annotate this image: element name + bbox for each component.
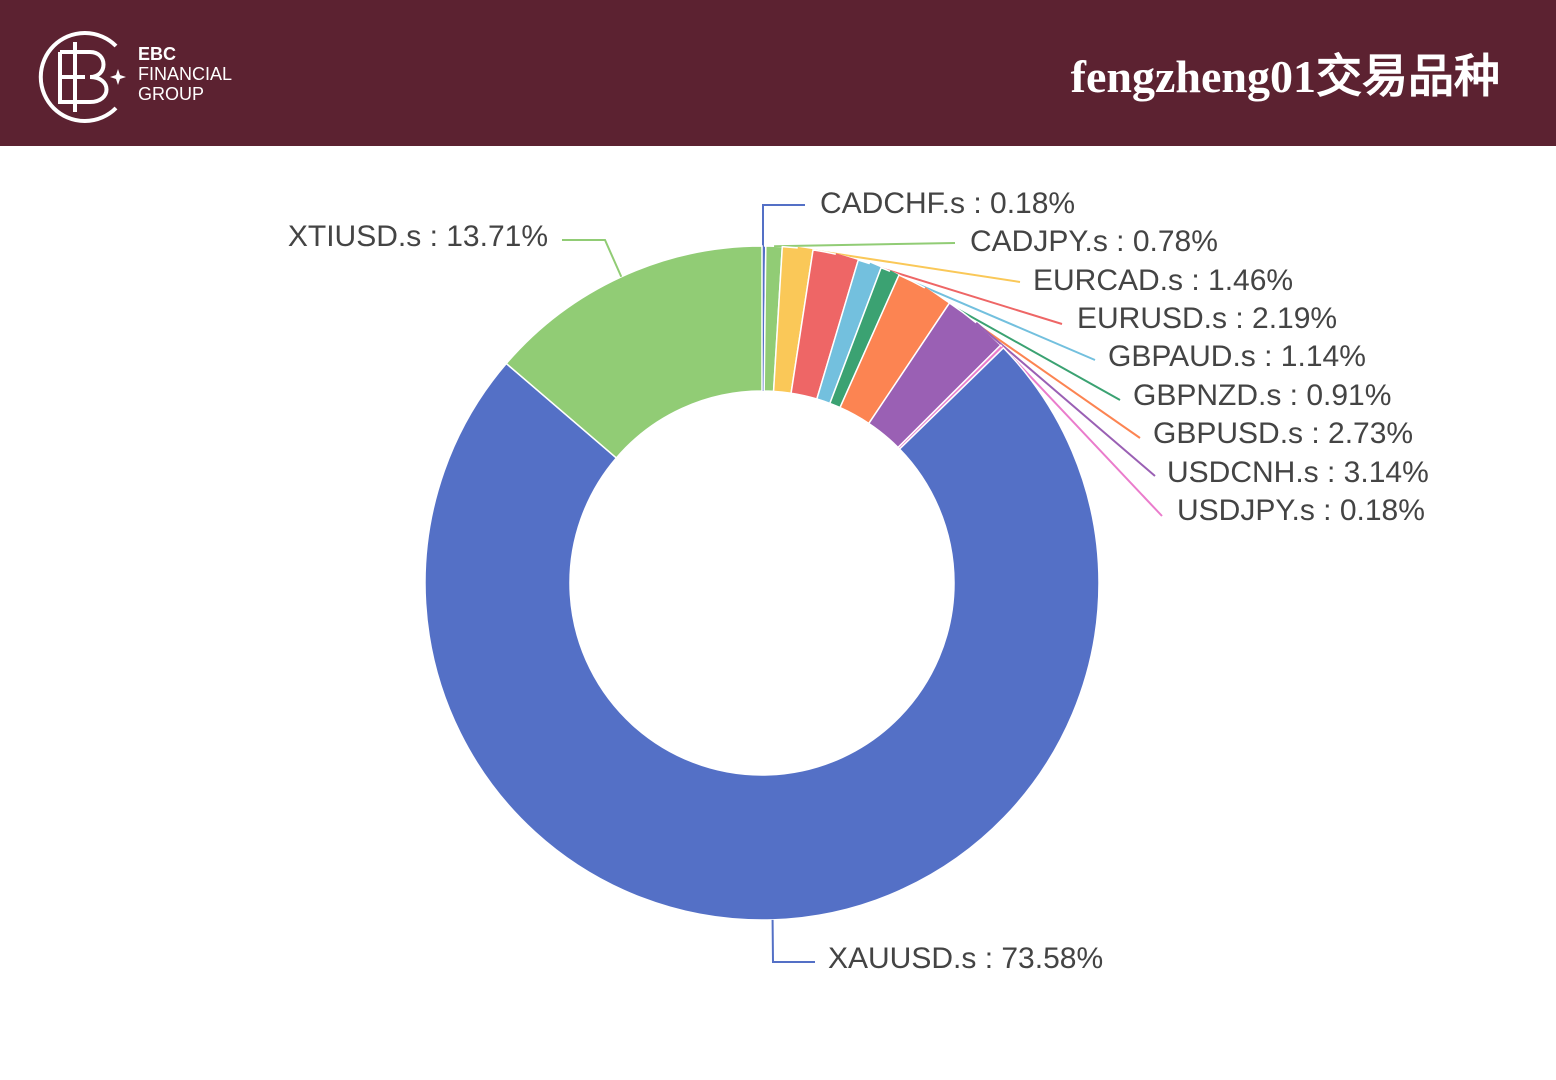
label-line [1001, 345, 1163, 517]
label-line [562, 239, 623, 278]
data-label: CADJPY.s : 0.78% [970, 225, 1218, 258]
donut-slice [424, 346, 1100, 921]
label-line [774, 242, 956, 248]
logo-line: FINANCIAL [138, 64, 233, 84]
data-label: GBPUSD.s : 2.73% [1153, 417, 1413, 450]
logo-line: EBC [138, 44, 177, 64]
label-line [975, 322, 1156, 477]
label-line [771, 919, 815, 963]
data-label: USDJPY.s : 0.18% [1177, 494, 1425, 527]
data-label: USDCNH.s : 3.14% [1167, 456, 1429, 489]
data-label: CADCHF.s : 0.18% [820, 187, 1075, 220]
logo-line: GROUP [138, 84, 205, 104]
data-label: EURUSD.s : 2.19% [1077, 302, 1337, 335]
header: EBC FINANCIAL GROUP fengzheng01交易品种 [0, 0, 1556, 146]
data-label: XAUUSD.s : 73.58% [828, 942, 1103, 975]
chart: CADCHF.s : 0.18% CADJPY.s : 0.78% EURCAD.s… [288, 187, 1429, 975]
logo-mark [38, 31, 126, 123]
data-label: GBPAUD.s : 1.14% [1108, 340, 1366, 373]
label-line [762, 204, 805, 391]
data-label: EURCAD.s : 1.46% [1033, 264, 1293, 297]
data-label: XTIUSD.s : 13.71% [288, 220, 548, 253]
donut-slice [505, 245, 763, 459]
logo-text: EBC FINANCIAL GROUP [138, 44, 232, 104]
page-title: fengzheng01交易品种 [1070, 51, 1500, 102]
data-label: GBPNZD.s : 0.91% [1133, 379, 1391, 412]
